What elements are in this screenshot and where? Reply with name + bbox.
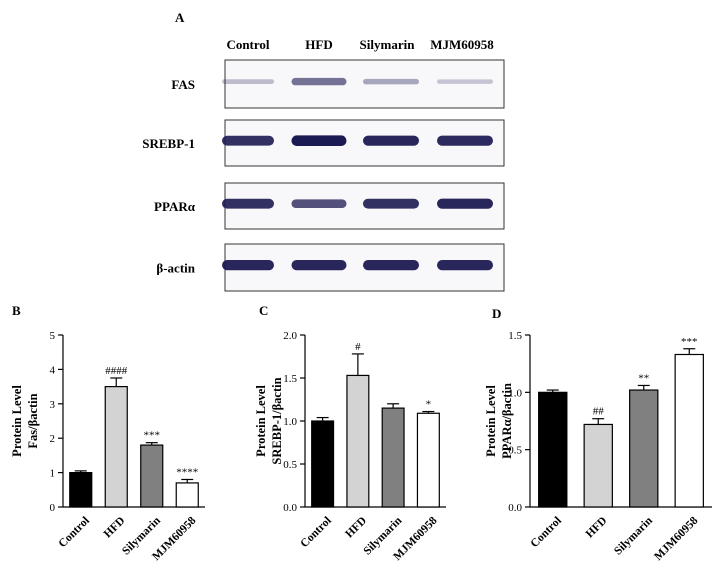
y-tick-label: 0.0 [508,502,522,514]
blot-band [222,135,274,146]
chart-b: 0 1 2 3 4 5 Protein Level Fas/βactin Control ####… [10,330,205,563]
significance-label: ## [593,406,605,418]
panel-a-letter: A [175,10,185,25]
lane-label-silymarin: Silymarin [360,37,416,52]
blot-band [291,199,347,208]
panel-b-letter: B [12,303,21,318]
blot-label: SREBP-1 [142,136,195,151]
significance-label: **** [176,466,198,478]
x-tick-label: Silymarin [612,514,655,557]
bar [538,391,568,508]
bar [69,472,93,508]
blot-label: β-actin [156,261,195,276]
y-tick-label: 0.0 [283,502,297,514]
blot-band [222,198,274,209]
lane-label-control: Control [226,37,269,52]
y-tick-label: 0.5 [508,445,522,457]
y-axis-label: Protein Level [484,385,498,457]
x-tick-label: Control [57,515,92,550]
bar [381,407,405,508]
blot-band [363,260,419,271]
bar [140,444,164,508]
y-axis-label-unit: SREBP-1/βactin [270,377,284,464]
y-axis-label: Protein Level [254,385,268,457]
blot-label: PPARα [154,199,196,214]
blot-band [291,260,347,271]
blot-band [222,79,274,84]
panel-d-letter: D [492,306,501,321]
significance-label: *** [681,336,698,348]
blot-band [437,135,493,146]
blot-band [363,78,419,85]
x-tick-label: HFD [102,515,128,541]
bar [311,420,335,508]
y-tick-label: 5 [50,330,56,342]
y-tick-label: 3 [50,399,56,411]
y-axis-label-unit: Fas/βactin [26,393,40,448]
y-axis-label: Protein Level [10,385,24,457]
x-tick-label: MJM60958 [652,515,700,563]
blot-box [224,59,505,109]
bar [583,423,613,508]
bar [346,374,370,508]
x-tick-label: HFD [343,515,369,541]
lane-label-mjm60958: MJM60958 [430,37,494,52]
y-tick-label: 1 [50,468,56,480]
y-tick-label: 2 [50,433,56,445]
x-tick-label: Control [298,515,333,550]
blot-band [437,79,493,84]
blot-band [291,77,347,86]
significance-label: # [355,341,361,353]
y-tick-label: 1.5 [283,373,297,385]
significance-label: #### [105,365,128,377]
x-tick-label: Control [529,515,564,550]
significance-label: ** [638,372,649,384]
x-tick-label: HFD [584,515,610,541]
blot-band [291,135,347,146]
bar [175,482,199,508]
blot-band [363,198,419,209]
blot-band [437,260,493,271]
lane-labels: Control HFD Silymarin MJM60958 [226,37,494,52]
y-tick-label: 0.5 [283,459,297,471]
y-tick-label: 1.0 [283,416,297,428]
y-tick-label: 0 [50,502,56,514]
y-axis-label-unit: PPARα/βactin [500,383,514,459]
bar [416,412,440,508]
chart-c: 0.0 0.5 1.0 1.5 2.0 Protein Level SREBP-1/βact… [254,330,446,563]
y-tick-label: 2.0 [283,330,297,342]
significance-label: * [426,399,432,411]
panel-c-letter: C [259,303,268,318]
blot-band [222,260,274,271]
bar [674,353,704,508]
significance-label: *** [144,430,161,442]
blot-band [363,135,419,146]
chart-d: 0.0 0.5 1.0 1.5 Protein Level PPARα/βactin Con… [484,330,712,563]
y-tick-label: 1.5 [508,330,522,342]
y-tick-label: 1.0 [508,387,522,399]
y-tick-label: 4 [50,364,56,376]
lane-label-hfd: HFD [305,37,332,52]
bar [104,386,128,508]
blot-band [437,198,493,209]
blot-label: FAS [171,77,195,92]
bar [629,389,659,508]
western-blots: FAS SREBP-1 PPARα β-actin [142,59,505,292]
